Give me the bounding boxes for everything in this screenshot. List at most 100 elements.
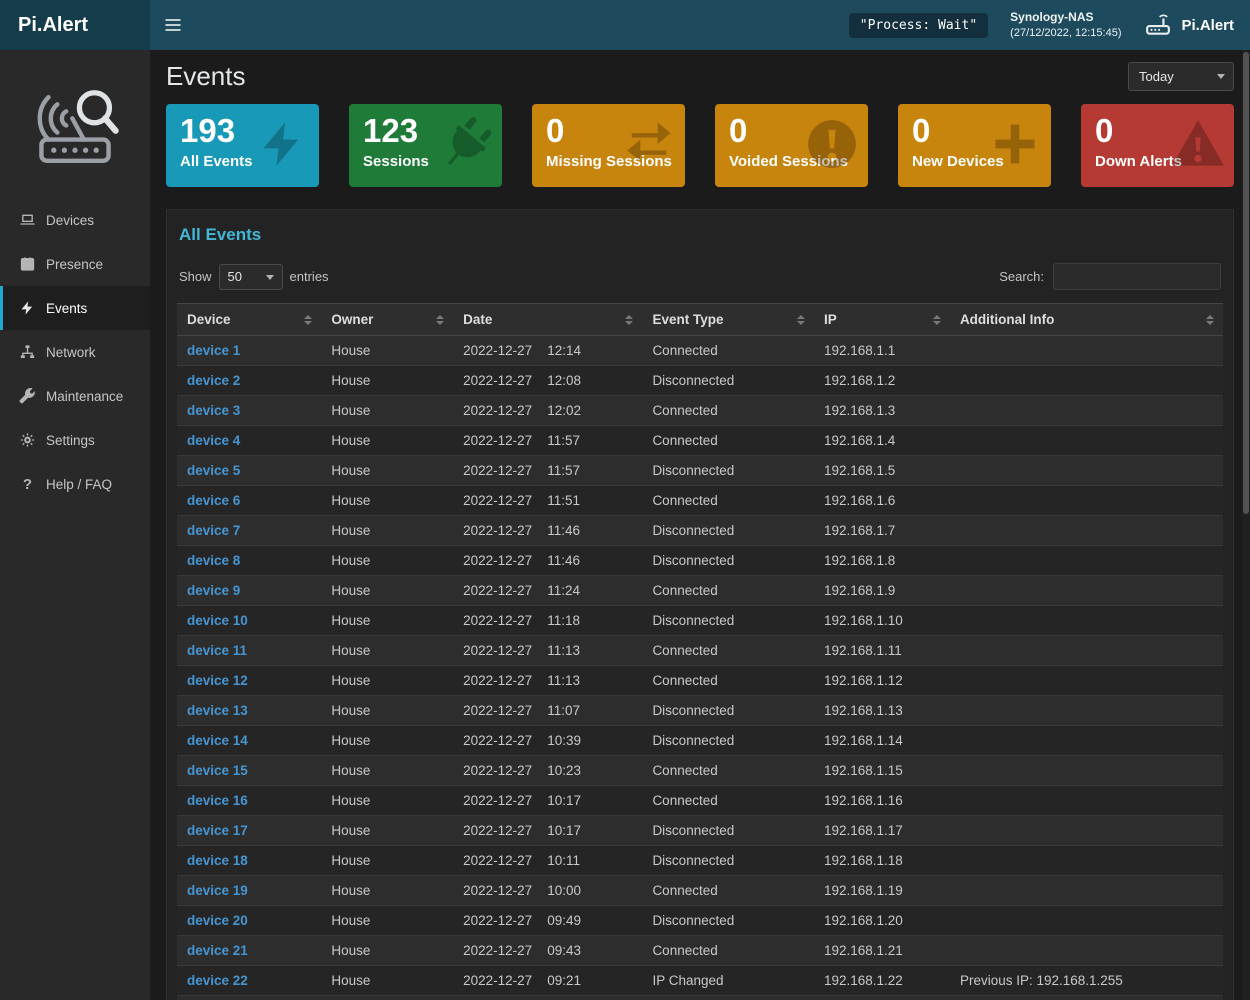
table-row: device 11 House 2022-12-27 11:13 Connected 19… xyxy=(177,635,1223,666)
date-cell: 2022-12-27 11:13 xyxy=(453,635,643,666)
device-link[interactable]: device 12 xyxy=(187,673,248,688)
sidebar-item-label: Events xyxy=(46,300,88,316)
sort-icon[interactable] xyxy=(932,314,941,325)
device-link[interactable]: device 16 xyxy=(187,793,248,808)
topbar: Pi.Alert "Process: Wait" Synology-NAS (2… xyxy=(0,0,1250,50)
stat-card-voided-sessions[interactable]: 0 Voided Sessions xyxy=(715,104,868,187)
device-link[interactable]: device 8 xyxy=(187,553,241,568)
device-link[interactable]: device 17 xyxy=(187,823,248,838)
event-type-cell: Connected xyxy=(642,485,814,516)
device-link[interactable]: device 4 xyxy=(187,433,241,448)
brand-label: Pi.Alert xyxy=(18,13,89,36)
column-header-event-type[interactable]: Event Type xyxy=(642,303,814,336)
sidebar-item-label: Network xyxy=(46,344,96,360)
device-link[interactable]: device 22 xyxy=(187,973,248,988)
device-link[interactable]: device 10 xyxy=(187,613,248,628)
additional-info-cell xyxy=(949,875,1223,906)
wrench-icon xyxy=(19,388,36,404)
table-row: device 5 House 2022-12-27 11:57 Disconnected… xyxy=(177,455,1223,486)
device-link[interactable]: device 2 xyxy=(187,373,241,388)
device-link[interactable]: device 18 xyxy=(187,853,248,868)
device-link[interactable]: device 15 xyxy=(187,763,248,778)
date-cell: 2022-12-27 10:17 xyxy=(453,785,643,816)
date-cell: 2022-12-27 09:49 xyxy=(453,905,643,936)
device-link[interactable]: device 3 xyxy=(187,403,241,418)
sidebar-item-events[interactable]: Events xyxy=(0,286,150,330)
device-link[interactable]: device 19 xyxy=(187,883,248,898)
period-select-value: Today xyxy=(1139,68,1174,84)
table-row: device 17 House 2022-12-27 10:17 Disconnecte… xyxy=(177,815,1223,846)
device-link[interactable]: device 20 xyxy=(187,913,248,928)
stat-card-label: Voided Sessions xyxy=(729,152,848,170)
stat-card-sessions[interactable]: 123 Sessions xyxy=(349,104,502,187)
column-header-label: Additional Info xyxy=(959,312,1055,327)
sidebar-item-devices[interactable]: Devices xyxy=(0,198,150,242)
date-cell: 2022-12-27 11:13 xyxy=(453,665,643,696)
main-content: Events Today 193 All Events 123 Sessions 0 Mi… xyxy=(150,50,1250,1000)
page-length-select[interactable]: 50 xyxy=(218,263,283,290)
column-header-date[interactable]: Date xyxy=(453,303,643,336)
search-label: Search: xyxy=(999,269,1044,284)
device-link[interactable]: device 5 xyxy=(187,463,241,478)
owner-cell: House xyxy=(321,725,454,756)
additional-info-cell xyxy=(949,755,1223,786)
additional-info-cell: Previous IP: 192.168.1.255 xyxy=(949,965,1223,996)
additional-info-cell xyxy=(949,395,1223,426)
stat-card-down-alerts[interactable]: 0 Down Alerts xyxy=(1081,104,1234,187)
additional-info-cell xyxy=(949,575,1223,606)
app-logo-label: Pi.Alert xyxy=(1181,16,1234,34)
additional-info-cell xyxy=(949,935,1223,966)
period-select[interactable]: Today xyxy=(1128,61,1234,91)
device-link[interactable]: device 13 xyxy=(187,703,248,718)
column-header-owner[interactable]: Owner xyxy=(321,303,454,336)
sort-icon[interactable] xyxy=(1206,314,1214,325)
device-link[interactable]: device 6 xyxy=(187,493,241,508)
exchange-icon xyxy=(623,118,675,170)
device-link[interactable]: device 7 xyxy=(187,523,241,538)
sort-icon[interactable] xyxy=(796,314,805,325)
sidebar-item-presence[interactable]: Presence xyxy=(0,242,150,286)
sort-icon[interactable] xyxy=(436,314,445,325)
stat-card-all-events[interactable]: 193 All Events xyxy=(166,104,319,187)
stat-card-label: Down Alerts xyxy=(1095,152,1182,170)
event-type-cell: Disconnected xyxy=(642,695,814,726)
column-header-device[interactable]: Device xyxy=(177,303,322,336)
sidebar-item-maintenance[interactable]: Maintenance xyxy=(0,374,150,418)
device-link[interactable]: device 14 xyxy=(187,733,248,748)
device-link[interactable]: device 9 xyxy=(187,583,241,598)
ip-cell: 192.168.1.14 xyxy=(813,725,950,756)
sidebar-item-settings[interactable]: Settings xyxy=(0,418,150,462)
column-header-label: IP xyxy=(823,312,837,327)
ip-cell: 192.168.1.9 xyxy=(813,575,950,606)
column-header-ip[interactable]: IP xyxy=(813,303,950,336)
sidebar-toggle-button[interactable] xyxy=(160,12,186,38)
stat-card-missing-sessions[interactable]: 0 Missing Sessions xyxy=(532,104,685,187)
brand[interactable]: Pi.Alert xyxy=(0,0,150,50)
host-name: Synology-NAS xyxy=(1010,9,1094,24)
bolt-icon xyxy=(257,118,309,170)
device-link[interactable]: device 21 xyxy=(187,943,248,958)
stat-card-label: New Devices xyxy=(912,152,1004,170)
sidebar-item-help-faq[interactable]: ? Help / FAQ xyxy=(0,462,150,506)
additional-info-cell xyxy=(949,455,1223,486)
ip-cell: 192.168.1.8 xyxy=(813,545,950,576)
sidebar-item-network[interactable]: Network xyxy=(0,330,150,374)
scrollbar-thumb[interactable] xyxy=(1243,52,1249,514)
date-cell: 2022-12-27 11:18 xyxy=(453,605,643,636)
additional-info-cell xyxy=(949,545,1223,576)
stat-card-new-devices[interactable]: 0 New Devices xyxy=(898,104,1051,187)
device-link[interactable]: device 11 xyxy=(187,643,248,658)
scrollbar[interactable] xyxy=(1242,50,1250,1000)
ip-cell: 192.168.1.20 xyxy=(813,905,950,936)
sort-icon[interactable] xyxy=(304,314,313,325)
column-header-additional-info[interactable]: Additional Info xyxy=(949,303,1223,336)
sidebar-item-label: Presence xyxy=(46,256,104,272)
entries-label: entries xyxy=(289,269,329,284)
additional-info-cell xyxy=(949,815,1223,846)
search-input[interactable] xyxy=(1053,263,1221,290)
date-cell: 2022-12-27 11:51 xyxy=(453,485,643,516)
additional-info-cell xyxy=(949,785,1223,816)
sort-icon[interactable] xyxy=(625,314,634,325)
topbar-right: "Process: Wait" Synology-NAS (27/12/2022… xyxy=(150,0,1250,50)
device-link[interactable]: device 1 xyxy=(187,343,241,358)
